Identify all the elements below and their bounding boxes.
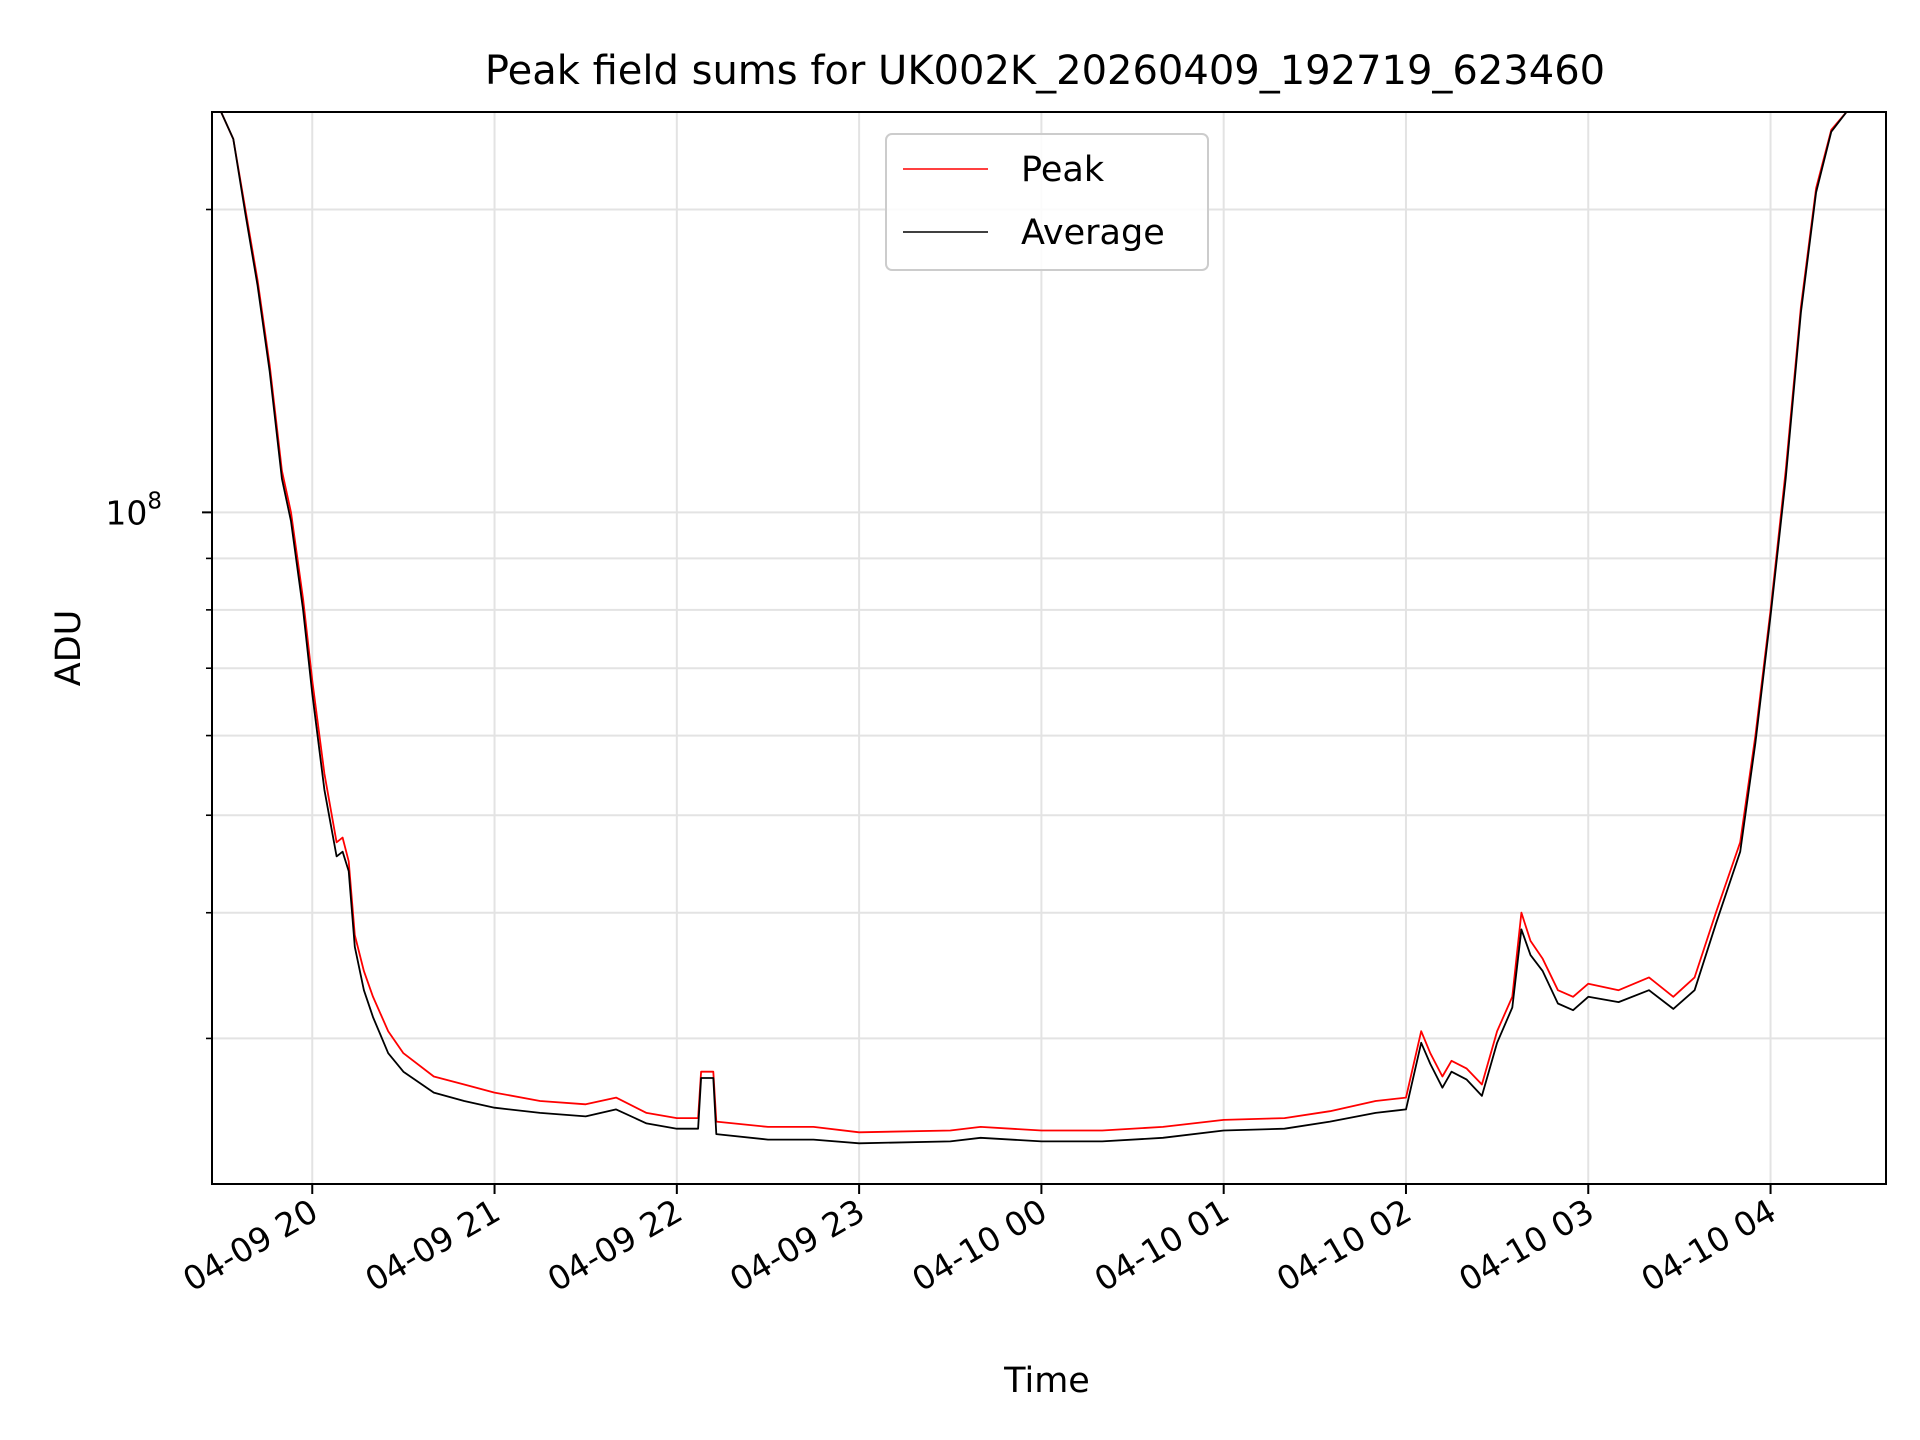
y-tick-label-base: 10: [105, 493, 147, 532]
y-axis-label: ADU: [49, 610, 89, 687]
legend: Peak Average: [885, 133, 1209, 271]
series-line-average: [220, 112, 1886, 1145]
series-layer: [220, 112, 1886, 1145]
chart-title: Peak field sums for UK002K_20260409_1927…: [485, 48, 1605, 94]
y-tick-label-exponent: 8: [147, 488, 162, 514]
y-axis: 108: [105, 208, 212, 1040]
grid: [212, 112, 1886, 1184]
x-axis-label: Time: [1003, 1361, 1090, 1401]
series-line-peak: [220, 112, 1886, 1134]
plot-frame: [211, 111, 1887, 1185]
legend-label-average: Average: [1021, 213, 1165, 253]
legend-box: [885, 133, 1209, 271]
y-tick-label: 108: [105, 488, 162, 532]
legend-label-peak: Peak: [1021, 150, 1105, 190]
